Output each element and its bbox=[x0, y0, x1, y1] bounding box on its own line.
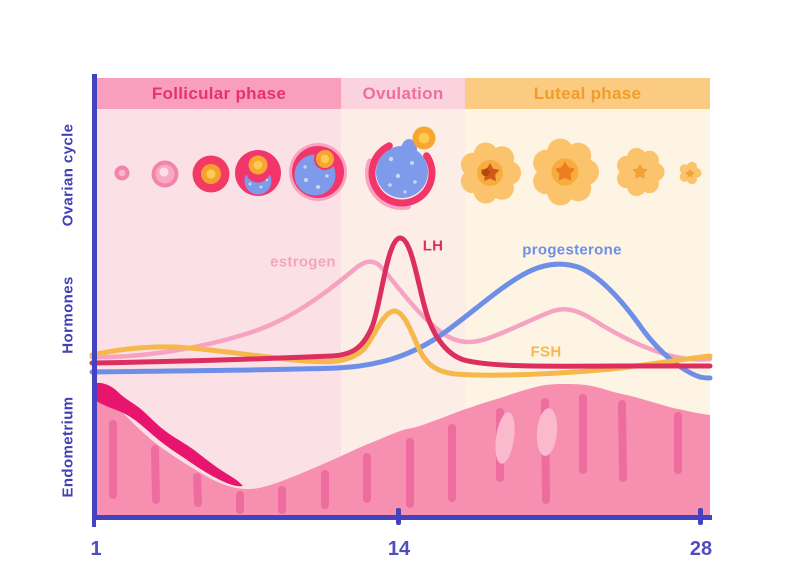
menstrual-shedding-layer bbox=[92, 382, 243, 487]
mature-follicle-icon bbox=[289, 143, 347, 201]
corpus-luteum-early-icon bbox=[460, 142, 521, 204]
phase-label-ovulation: Ovulation bbox=[362, 83, 444, 103]
row-label-hormones: Hormones bbox=[59, 276, 77, 354]
x-tick-day-14 bbox=[396, 508, 401, 525]
corpus-luteum-regressing-icon bbox=[617, 147, 665, 197]
endometrium-highlights bbox=[495, 408, 558, 464]
corpus-luteum-mature-icon bbox=[533, 138, 599, 206]
secondary-follicle-icon bbox=[192, 155, 230, 193]
fsh-curve bbox=[89, 308, 713, 378]
ovarian-cycle-illustration bbox=[114, 126, 702, 210]
phase-label-luteal: Luteal phase bbox=[533, 83, 642, 103]
x-tick-label-day-1: 1 bbox=[90, 538, 102, 560]
primordial-follicle-icon bbox=[114, 165, 130, 181]
hormone-curves bbox=[89, 235, 713, 381]
phase-header-ovulation: Ovulation bbox=[341, 78, 465, 109]
released-egg-icon bbox=[412, 126, 436, 150]
y-axis bbox=[92, 74, 97, 520]
estrogen-label: estrogen bbox=[270, 253, 336, 271]
x-tick-day-28 bbox=[698, 508, 703, 525]
primary-follicle-icon bbox=[151, 160, 179, 188]
x-tick-label-day-28: 28 bbox=[689, 538, 713, 560]
phase-label-follicular: Follicular phase bbox=[151, 83, 287, 103]
progesterone-label: progesterone bbox=[522, 241, 622, 259]
lh-curve bbox=[89, 235, 713, 369]
corpus-albicans-icon bbox=[679, 161, 702, 185]
x-axis bbox=[92, 515, 712, 520]
lh-label: LH bbox=[422, 237, 444, 255]
x-tick-label-day-14: 14 bbox=[387, 538, 411, 560]
ovulation-released-egg-icon bbox=[365, 126, 436, 210]
x-tick-day-1 bbox=[92, 520, 96, 527]
row-label-ovarian-cycle: Ovarian cycle bbox=[59, 123, 77, 227]
estrogen-curve bbox=[89, 259, 713, 362]
row-label-endometrium: Endometrium bbox=[59, 396, 77, 498]
fsh-label: FSH bbox=[530, 343, 562, 361]
phase-header-luteal: Luteal phase bbox=[465, 78, 710, 109]
endometrium-illustration bbox=[92, 382, 710, 515]
phase-header-follicular: Follicular phase bbox=[97, 78, 341, 109]
antral-follicle-icon bbox=[235, 150, 281, 196]
